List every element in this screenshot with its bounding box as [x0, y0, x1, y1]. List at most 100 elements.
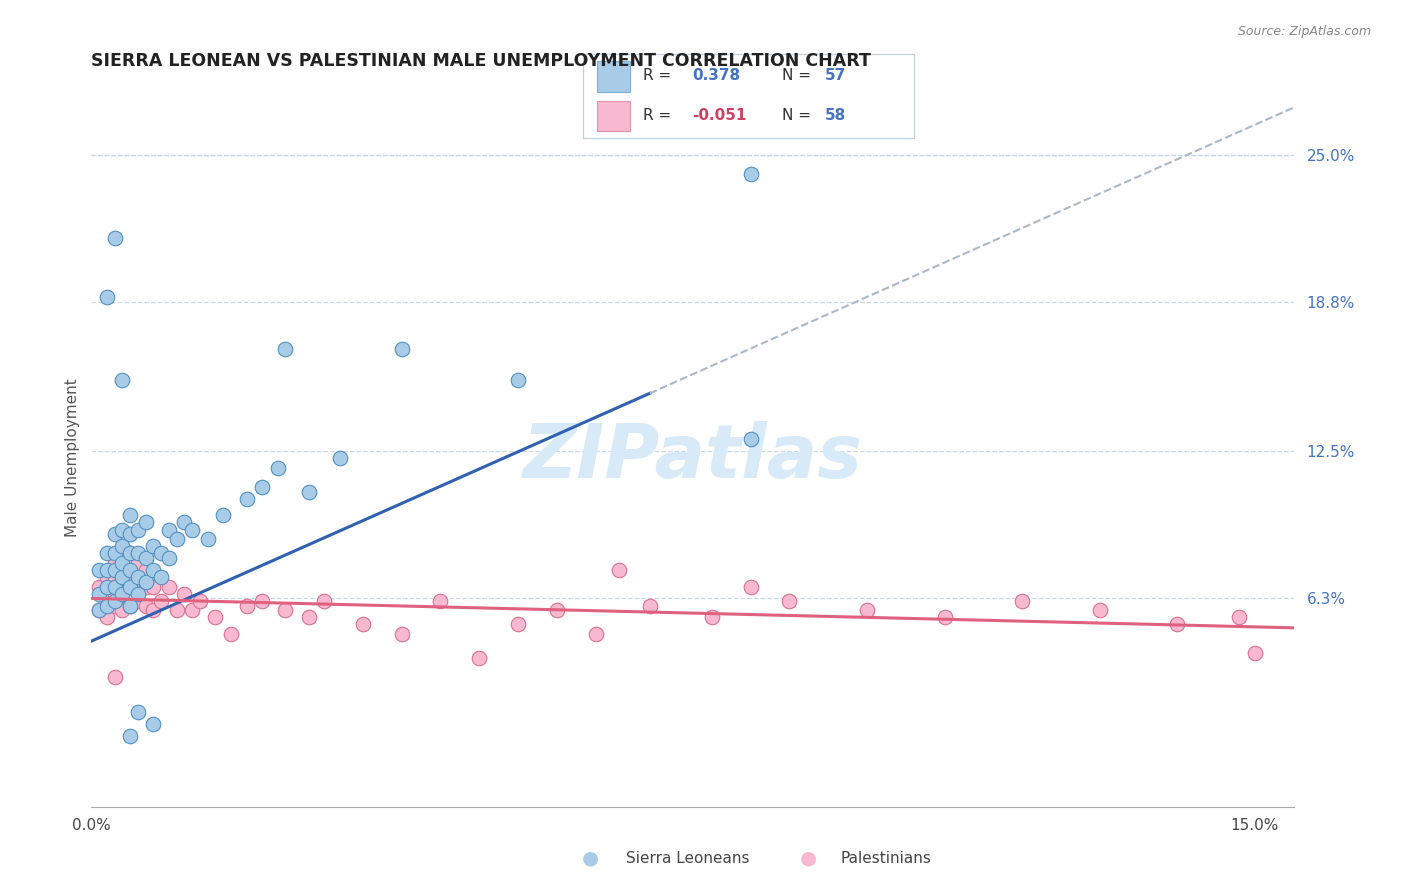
Point [96, 563, 118, 577]
Point [89, 603, 111, 617]
Text: 57: 57 [825, 68, 846, 83]
Point [111, 587, 134, 601]
Point [96, 546, 118, 560]
Point [120, 580, 142, 594]
Bar [596, 62, 630, 92]
Text: Palestinians: Palestinians [841, 851, 932, 865]
Point [135, 563, 157, 577]
Point [1011, 593, 1033, 607]
Point [235, 491, 257, 506]
Point [96, 587, 118, 601]
Point [96, 290, 118, 304]
Point [468, 650, 491, 665]
Point [135, 516, 157, 530]
Point [104, 230, 127, 244]
Point [120, 729, 142, 743]
Point [120, 546, 142, 560]
Text: N =: N = [782, 108, 811, 123]
Point [181, 523, 204, 537]
Point [391, 342, 413, 356]
Point [104, 563, 127, 577]
Point [127, 587, 149, 601]
Point [96, 570, 118, 584]
Point [157, 523, 180, 537]
Point [157, 551, 180, 566]
Point [585, 627, 607, 641]
Point [111, 603, 134, 617]
Point [150, 593, 173, 607]
Point [111, 373, 134, 387]
Point [778, 593, 800, 607]
Point [111, 587, 134, 601]
Point [120, 563, 142, 577]
Point [297, 484, 319, 499]
Point [127, 706, 149, 720]
Point [104, 593, 127, 607]
Point [157, 580, 180, 594]
Point [127, 546, 149, 560]
Point [111, 539, 134, 553]
Point [250, 593, 273, 607]
Text: SIERRA LEONEAN VS PALESTINIAN MALE UNEMPLOYMENT CORRELATION CHART: SIERRA LEONEAN VS PALESTINIAN MALE UNEMP… [91, 52, 872, 70]
Point [506, 373, 529, 387]
Text: Source: ZipAtlas.com: Source: ZipAtlas.com [1237, 25, 1371, 38]
Point [104, 599, 127, 613]
Point [197, 532, 219, 546]
Point [127, 574, 149, 589]
Point [89, 603, 111, 617]
Point [638, 599, 661, 613]
Point [111, 556, 134, 570]
Point [104, 546, 127, 560]
Point [235, 599, 257, 613]
Point [429, 593, 451, 607]
Point [120, 508, 142, 523]
Bar [596, 101, 630, 131]
Point [250, 480, 273, 494]
Point [127, 523, 149, 537]
Text: N =: N = [782, 68, 811, 83]
Point [274, 603, 297, 617]
Point [104, 580, 127, 594]
Point [204, 610, 226, 624]
Point [111, 551, 134, 566]
Point [120, 563, 142, 577]
Point [212, 508, 235, 523]
Point [104, 670, 127, 684]
Point [188, 593, 211, 607]
Text: 0.378: 0.378 [693, 68, 741, 83]
Point [1227, 610, 1250, 624]
Point [104, 556, 127, 570]
Point [150, 570, 173, 584]
Point [96, 610, 118, 624]
Point [96, 599, 118, 613]
Point [142, 603, 165, 617]
Point [127, 593, 149, 607]
Text: R =: R = [643, 108, 671, 123]
Point [104, 587, 127, 601]
Point [740, 167, 762, 181]
Point [1088, 603, 1111, 617]
Point [740, 433, 762, 447]
Point [142, 580, 165, 594]
Point [142, 563, 165, 577]
Point [546, 603, 568, 617]
Point [150, 546, 173, 560]
Text: -0.051: -0.051 [693, 108, 747, 123]
Point [297, 610, 319, 624]
Point [111, 570, 134, 584]
Point [89, 587, 111, 601]
Point [856, 603, 879, 617]
Point [1166, 617, 1188, 632]
Point [89, 580, 111, 594]
Text: R =: R = [643, 68, 671, 83]
Point [120, 599, 142, 613]
Point [266, 460, 288, 475]
Point [120, 599, 142, 613]
Point [89, 563, 111, 577]
Point [607, 563, 630, 577]
Text: ●: ● [582, 848, 599, 868]
Point [329, 451, 352, 466]
Point [173, 516, 195, 530]
Point [135, 580, 157, 594]
Point [740, 580, 762, 594]
